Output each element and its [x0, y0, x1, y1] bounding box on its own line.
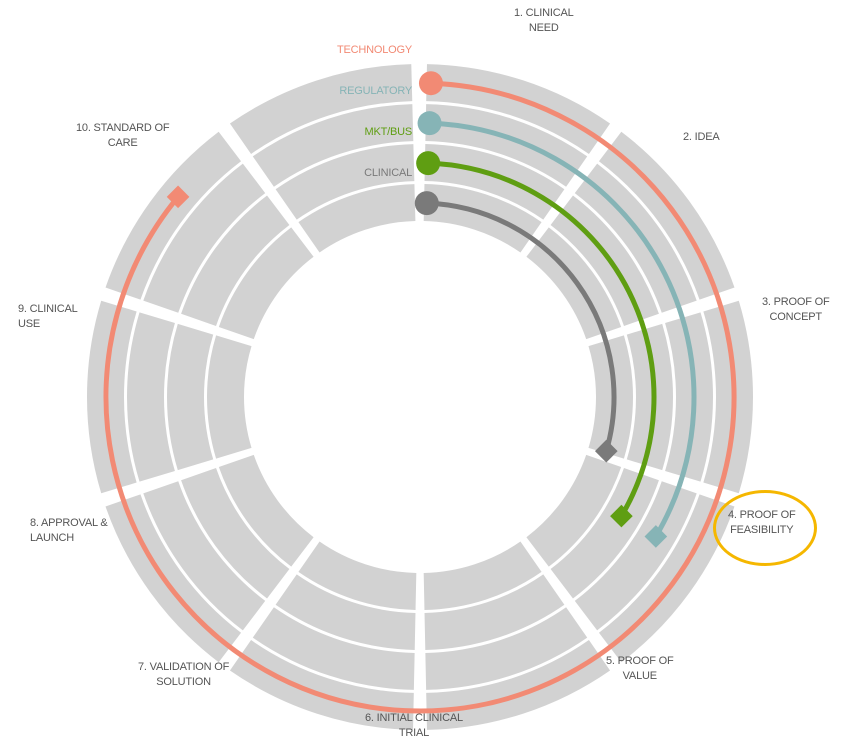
track-line-regulatory	[429, 120, 697, 538]
progress-tracks	[103, 71, 737, 714]
track-label-technology: TECHNOLOGY	[336, 44, 412, 56]
stage-label-2: 2. IDEA	[683, 131, 720, 143]
stage-label-3: 3. PROOF OF CONCEPT	[762, 296, 830, 323]
ring-4-segment-stage-4	[526, 454, 622, 567]
ring-1-segment-stage-10	[229, 64, 413, 154]
track-label-clinical: CLINICAL	[364, 167, 412, 179]
stage-label-8: 8. APPROVAL & LAUNCH	[30, 517, 108, 544]
ring-2-segment-stage-3	[665, 312, 713, 482]
stage-label-10: 10. STANDARD OF CARE	[76, 122, 170, 149]
stage-4-highlight-ring	[713, 490, 817, 566]
ring-3-segment-stage-7	[181, 468, 290, 599]
track-label-regulatory: REGULATORY	[339, 85, 412, 97]
track-label-mkt-bus: MKT/BUS	[364, 126, 413, 138]
ring-3-segment-stage-5	[424, 574, 565, 650]
ring-4-segment-stage-10	[298, 184, 416, 253]
stage-label-1: 1. CLINICAL NEED	[514, 7, 574, 34]
ring-3-segment-stage-9	[181, 195, 290, 326]
ring-1-segment-stage-8	[86, 300, 137, 494]
ring-4-segment-stage-7	[218, 454, 314, 567]
ring-2-segment-stage-10	[252, 104, 414, 187]
ring-1-segment-stage-3	[703, 300, 753, 494]
ring-4-segment-stage-9	[218, 227, 314, 340]
track-start-marker-technology	[418, 71, 443, 96]
ring-4-segment-stage-5	[423, 541, 542, 610]
ring-4-segment-stage-8	[206, 335, 252, 459]
stage-label-6: 6. INITIAL CLINICAL TRIAL	[365, 712, 463, 739]
stage-label-5: 5. PROOF OF VALUE	[606, 655, 674, 682]
stage-label-7: 7. VALIDATION OF SOLUTION	[138, 661, 230, 688]
track-end-marker-regulatory	[644, 525, 668, 548]
ring-2-segment-stage-7	[143, 481, 266, 631]
ring-4-segment-stage-6	[298, 541, 417, 610]
stage-label-9: 9. CLINICAL USE	[18, 303, 78, 330]
ring-3-segment-stage-3	[626, 323, 674, 471]
ring-2-segment-stage-8	[127, 312, 175, 482]
track-line-clinical	[426, 200, 617, 452]
ring-4-segment-stage-3	[588, 335, 633, 459]
track-line-technology	[103, 80, 737, 714]
track-end-marker-clinical	[594, 439, 618, 463]
track-start-marker-regulatory	[417, 111, 442, 136]
track-line-mkt_bus	[428, 160, 657, 518]
track-start-marker-mkt_bus	[416, 151, 441, 176]
ring-2-segment-stage-9	[143, 163, 266, 313]
ring-3-segment-stage-10	[275, 144, 415, 220]
ring-3-segment-stage-6	[275, 574, 416, 650]
ring-3-segment-stage-1	[424, 144, 565, 220]
ring-3-segment-stage-8	[167, 323, 214, 471]
ring-4-segment-stage-1	[423, 184, 542, 253]
track-start-marker-clinical	[414, 191, 439, 216]
ring-2-segment-stage-6	[252, 607, 415, 690]
ring-2-segment-stage-5	[425, 607, 588, 690]
